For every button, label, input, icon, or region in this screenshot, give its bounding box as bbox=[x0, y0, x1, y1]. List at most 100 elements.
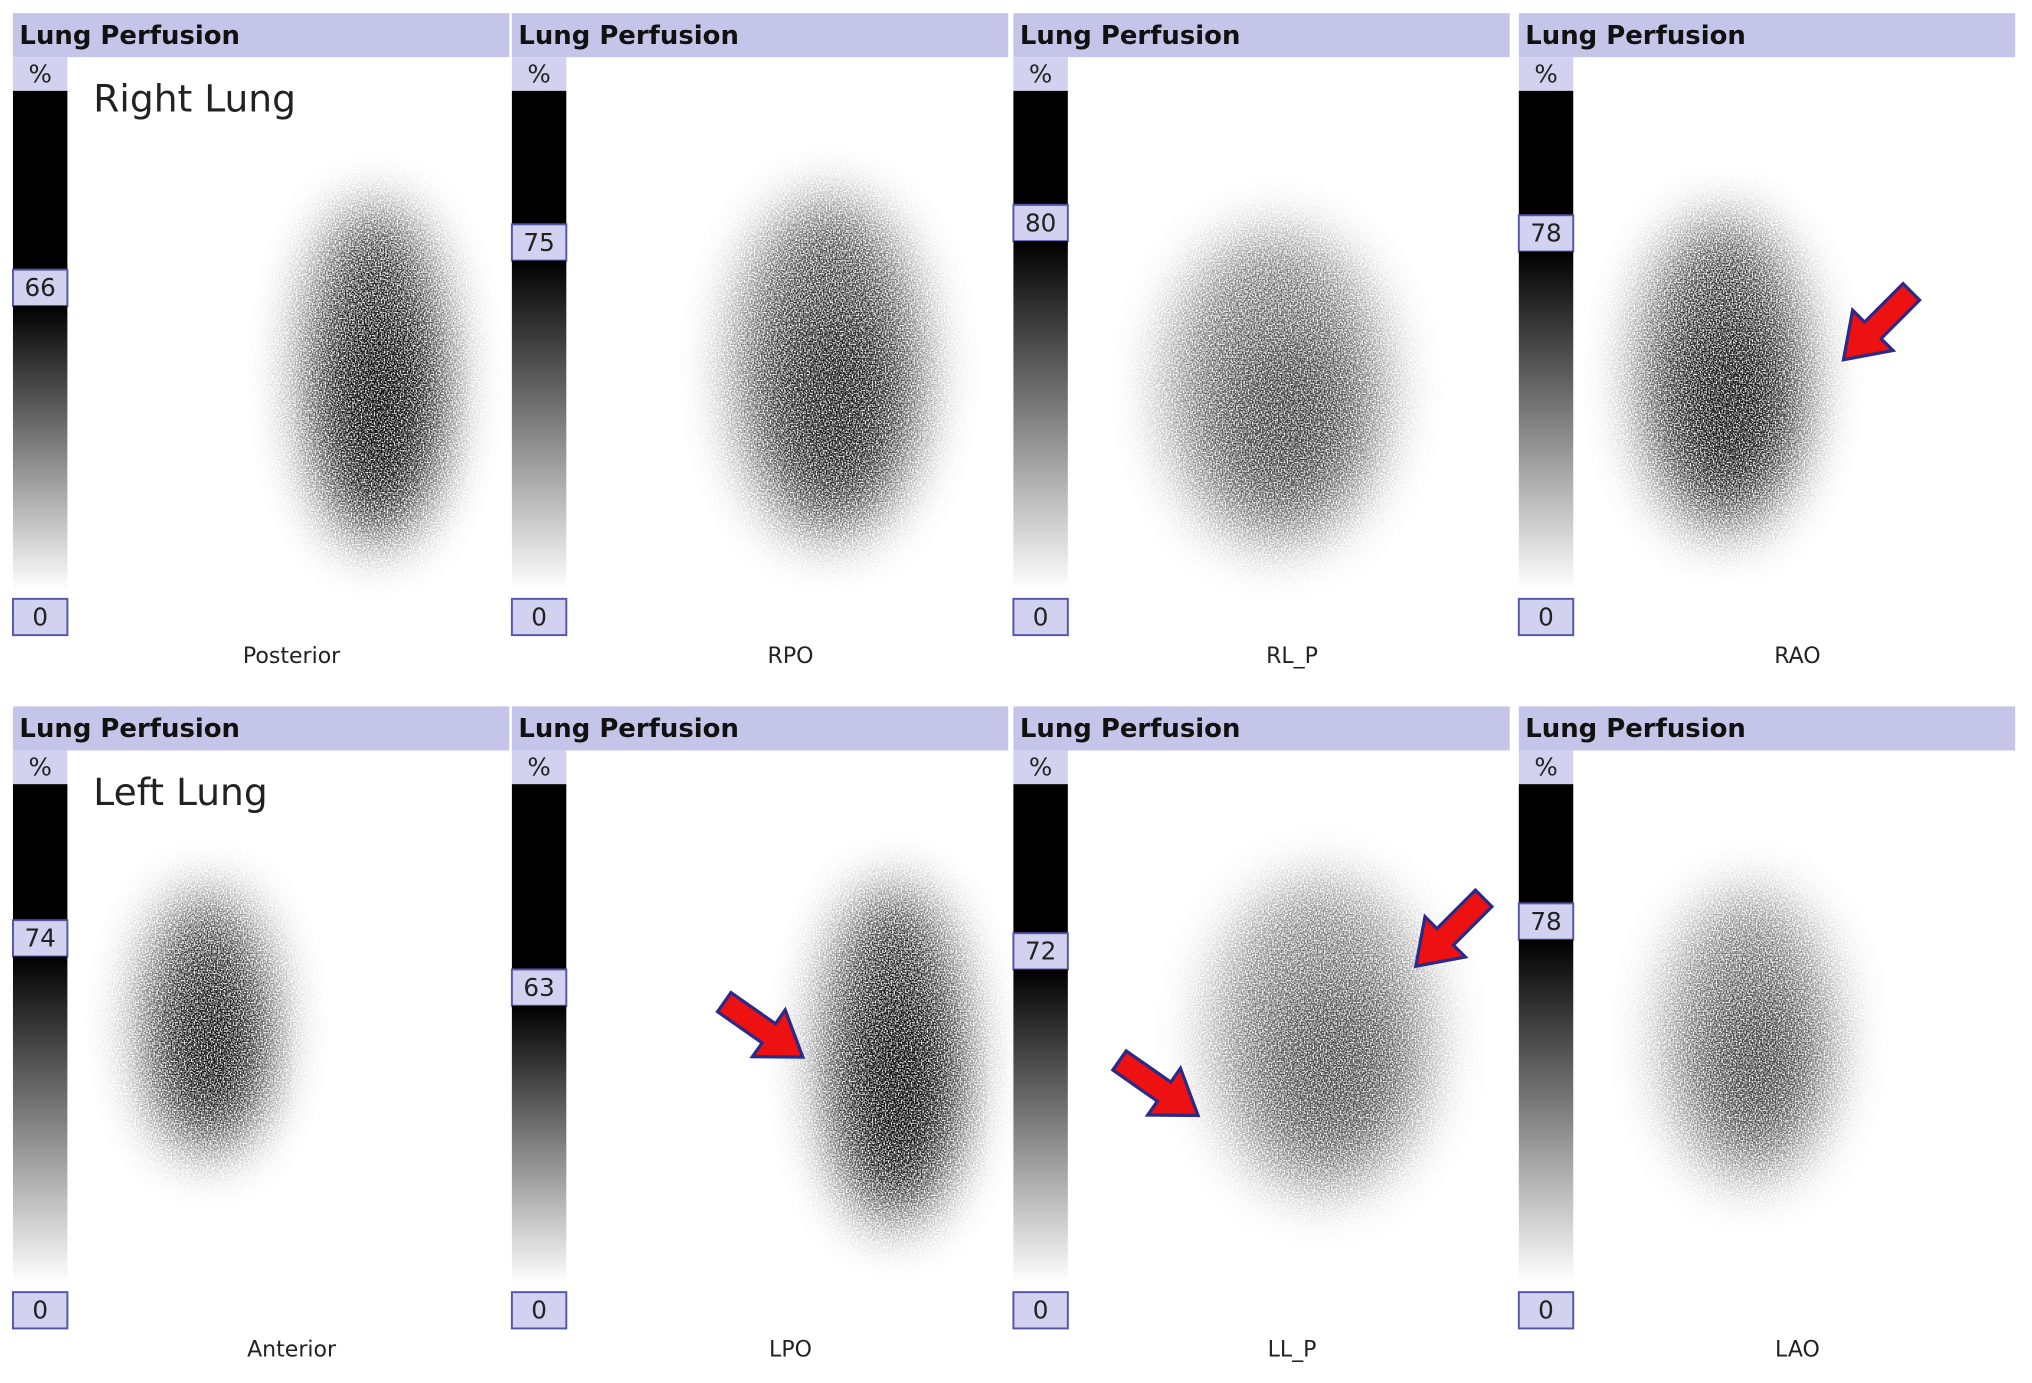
view-label: LPO bbox=[769, 1337, 812, 1362]
min-label: 0 bbox=[531, 602, 547, 631]
unit-box bbox=[1518, 57, 1574, 91]
scale-saturated bbox=[1013, 90, 1068, 205]
lung-annotation: Right Lung bbox=[93, 77, 296, 121]
max-label: 78 bbox=[1530, 219, 1561, 248]
max-label: 80 bbox=[1025, 208, 1056, 237]
lung-image-core bbox=[1221, 334, 1354, 506]
scan-panel: Lung Perfusion% 63 0 LPO bbox=[510, 706, 1009, 1362]
max-label: 63 bbox=[523, 973, 554, 1002]
scale-gradient bbox=[511, 260, 567, 590]
panel-title: Lung Perfusion bbox=[1525, 714, 1746, 744]
scan-panel: Lung Perfusion% 78 0 RAO bbox=[1517, 13, 2016, 669]
scan-panel: Lung Perfusion% 75 0 RPO bbox=[510, 13, 1009, 669]
panel-header bbox=[511, 13, 1009, 58]
unit-label: % bbox=[1029, 753, 1052, 782]
unit-box bbox=[511, 57, 567, 91]
panel-header bbox=[1518, 13, 2016, 58]
panel-title: Lung Perfusion bbox=[1020, 714, 1241, 744]
unit-label: % bbox=[1029, 59, 1052, 88]
max-label: 66 bbox=[25, 273, 56, 302]
min-label: 0 bbox=[1033, 602, 1049, 631]
unit-label: % bbox=[527, 753, 550, 782]
min-label: 0 bbox=[32, 602, 48, 631]
max-label: 78 bbox=[1530, 907, 1561, 936]
panel-title: Lung Perfusion bbox=[19, 21, 240, 51]
scale-gradient bbox=[1518, 939, 1574, 1284]
min-box bbox=[1012, 1291, 1069, 1330]
min-box bbox=[510, 597, 568, 637]
view-label: RPO bbox=[768, 644, 814, 669]
max-label: 72 bbox=[1025, 937, 1056, 966]
lung-annotation: Left Lung bbox=[93, 770, 267, 814]
lung-image-core bbox=[858, 997, 945, 1183]
unit-label: % bbox=[28, 753, 51, 782]
scan-panel: Lung Perfusion% 74 0 Anterior Left Lung bbox=[11, 706, 510, 1362]
panel-title: Lung Perfusion bbox=[1020, 21, 1241, 51]
scale-gradient bbox=[1013, 241, 1068, 590]
scan-panel: Lung Perfusion% 72 0 LL_P bbox=[1012, 706, 1510, 1362]
min-box bbox=[11, 597, 69, 637]
min-box bbox=[1012, 597, 1069, 637]
unit-box bbox=[12, 750, 68, 785]
panel-header bbox=[1013, 13, 1510, 58]
min-label: 0 bbox=[1538, 602, 1554, 631]
scale-saturated bbox=[1518, 90, 1574, 216]
arrow bbox=[1110, 1048, 1201, 1118]
panel-title: Lung Perfusion bbox=[518, 21, 739, 51]
scale-saturated bbox=[12, 90, 68, 270]
view-label: LAO bbox=[1775, 1337, 1820, 1362]
unit-label: % bbox=[1534, 59, 1557, 88]
view-label: Anterior bbox=[247, 1337, 337, 1362]
lung-image-core bbox=[1266, 982, 1399, 1154]
view-label: Posterior bbox=[243, 644, 341, 669]
lung-image-core bbox=[340, 316, 426, 503]
scan-panel: Lung Perfusion% 80 0 RL_P bbox=[1012, 13, 1510, 669]
scale-saturated bbox=[1518, 784, 1574, 904]
scale-gradient bbox=[12, 956, 68, 1284]
lung-image-core bbox=[1681, 321, 1783, 493]
unit-box bbox=[1013, 57, 1068, 91]
min-label: 0 bbox=[1538, 1296, 1554, 1325]
scan-panel: Lung Perfusion% 78 0 LAO bbox=[1517, 706, 2016, 1362]
panel-header bbox=[1013, 706, 1510, 751]
max-box bbox=[1012, 932, 1069, 971]
panel-header bbox=[511, 706, 1009, 751]
panel-header bbox=[1518, 706, 2016, 751]
min-box bbox=[1517, 597, 1575, 637]
scale-gradient bbox=[511, 1005, 567, 1284]
scale-saturated bbox=[12, 784, 68, 921]
scale-saturated bbox=[511, 784, 567, 970]
min-box bbox=[510, 1291, 568, 1330]
arrow bbox=[715, 990, 806, 1059]
min-label: 0 bbox=[1033, 1296, 1049, 1325]
max-box bbox=[1517, 214, 1575, 253]
view-label: RAO bbox=[1774, 644, 1820, 669]
lung-image-core bbox=[782, 310, 895, 496]
scale-gradient bbox=[1518, 251, 1574, 590]
max-label: 74 bbox=[25, 924, 56, 953]
min-box bbox=[11, 1291, 69, 1330]
min-label: 0 bbox=[531, 1296, 547, 1325]
max-box bbox=[510, 223, 568, 262]
min-box bbox=[1517, 1291, 1575, 1330]
panel-title: Lung Perfusion bbox=[518, 714, 739, 744]
min-label: 0 bbox=[32, 1296, 48, 1325]
arrow bbox=[1413, 887, 1495, 969]
scale-saturated bbox=[511, 90, 567, 225]
scan-panel: Lung Perfusion% 66 0 Posterior Right Lung bbox=[11, 13, 510, 669]
unit-label: % bbox=[28, 59, 51, 88]
unit-label: % bbox=[1534, 753, 1557, 782]
max-label: 75 bbox=[523, 228, 554, 257]
scale-gradient bbox=[1013, 969, 1068, 1284]
panel-title: Lung Perfusion bbox=[1525, 21, 1746, 51]
unit-box bbox=[12, 57, 68, 91]
scale-gradient bbox=[12, 305, 68, 590]
unit-label: % bbox=[527, 59, 550, 88]
panel-title: Lung Perfusion bbox=[19, 714, 240, 744]
max-box bbox=[11, 268, 69, 307]
panel-header bbox=[12, 706, 510, 751]
lung-image-core bbox=[174, 978, 253, 1122]
panel-header bbox=[12, 13, 510, 58]
lung-image-core bbox=[1707, 986, 1809, 1144]
